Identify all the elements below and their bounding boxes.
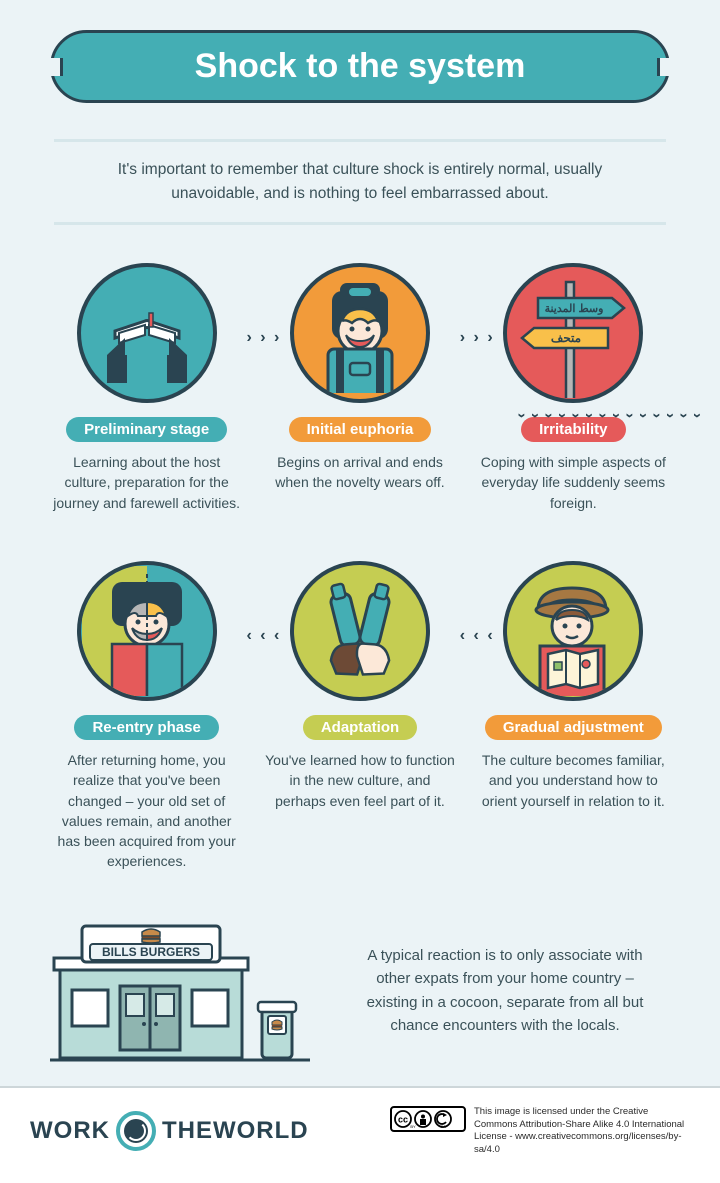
stage-chip: Irritability — [521, 417, 625, 442]
map-person-icon — [503, 561, 643, 701]
stage-irritability: وسط المدينة متحف Irritability Coping wit… — [477, 263, 670, 513]
svg-text:cc: cc — [398, 1114, 408, 1124]
stage-chip: Adaptation — [303, 715, 417, 740]
stage-adjustment: Gradual adjustment The culture becomes f… — [477, 561, 670, 872]
backpacker-icon — [290, 263, 430, 403]
title-bar: Shock to the system — [50, 30, 670, 103]
stage-desc: Begins on arrival and ends when the nove… — [265, 452, 455, 493]
svg-text:SA: SA — [440, 1124, 446, 1129]
storefront-icon: BILLS BURGERS — [50, 916, 310, 1066]
page-title: Shock to the system — [93, 47, 627, 86]
brand-logo: WORK THEWORLD — [30, 1111, 309, 1151]
stage-desc: Coping with simple aspects of everyday l… — [478, 452, 668, 513]
stage-reentry: Re-entry phase After returning home, you… — [50, 561, 243, 872]
footer: WORK THEWORLD cc BY SA This image is lic… — [0, 1088, 720, 1183]
stage-preliminary: Preliminary stage Learning about the hos… — [50, 263, 243, 513]
stage-desc: You've learned how to function in the ne… — [265, 750, 455, 811]
svg-text:BY: BY — [410, 1124, 416, 1129]
bottom-section: BILLS BURGERS A typical reaction is t — [50, 916, 670, 1066]
stage-desc: After returning home, you realize that y… — [52, 750, 242, 872]
stages-grid: Preliminary stage Learning about the hos… — [50, 263, 670, 872]
stage-chip: Initial euphoria — [289, 417, 432, 442]
stage-chip: Gradual adjustment — [485, 715, 662, 740]
stage-chip: Preliminary stage — [66, 417, 227, 442]
stage-chip: Re-entry phase — [74, 715, 218, 740]
bottom-text: A typical reaction is to only associate … — [340, 944, 670, 1037]
intro-section: It's important to remember that culture … — [54, 139, 666, 225]
svg-text:وسط المدينة: وسط المدينة — [545, 303, 604, 315]
license-text: This image is licensed under the Creativ… — [474, 1106, 690, 1157]
logo-part2: THEWORLD — [162, 1117, 309, 1145]
cc-badge-icon: cc BY SA — [390, 1106, 466, 1132]
arrow-down-icon: ›››››››››››››› — [515, 413, 704, 418]
intro-text: It's important to remember that culture … — [74, 158, 646, 206]
globe-icon — [116, 1111, 156, 1151]
svg-text:BILLS BURGERS: BILLS BURGERS — [102, 945, 200, 959]
svg-text:متحف: متحف — [551, 331, 581, 345]
stage-euphoria: Initial euphoria Begins on arrival and e… — [263, 263, 456, 513]
cheers-icon — [290, 561, 430, 701]
infographic-container: Shock to the system It's important to re… — [0, 0, 720, 1066]
license-block: cc BY SA This image is licensed under th… — [390, 1106, 690, 1157]
book-icon — [77, 263, 217, 403]
stage-desc: Learning about the host culture, prepara… — [52, 452, 242, 513]
stage-adaptation: Adaptation You've learned how to functio… — [263, 561, 456, 872]
split-person-icon — [77, 561, 217, 701]
stage-desc: The culture becomes familiar, and you un… — [478, 750, 668, 811]
signpost-icon: وسط المدينة متحف — [503, 263, 643, 403]
logo-part1: WORK — [30, 1117, 110, 1145]
